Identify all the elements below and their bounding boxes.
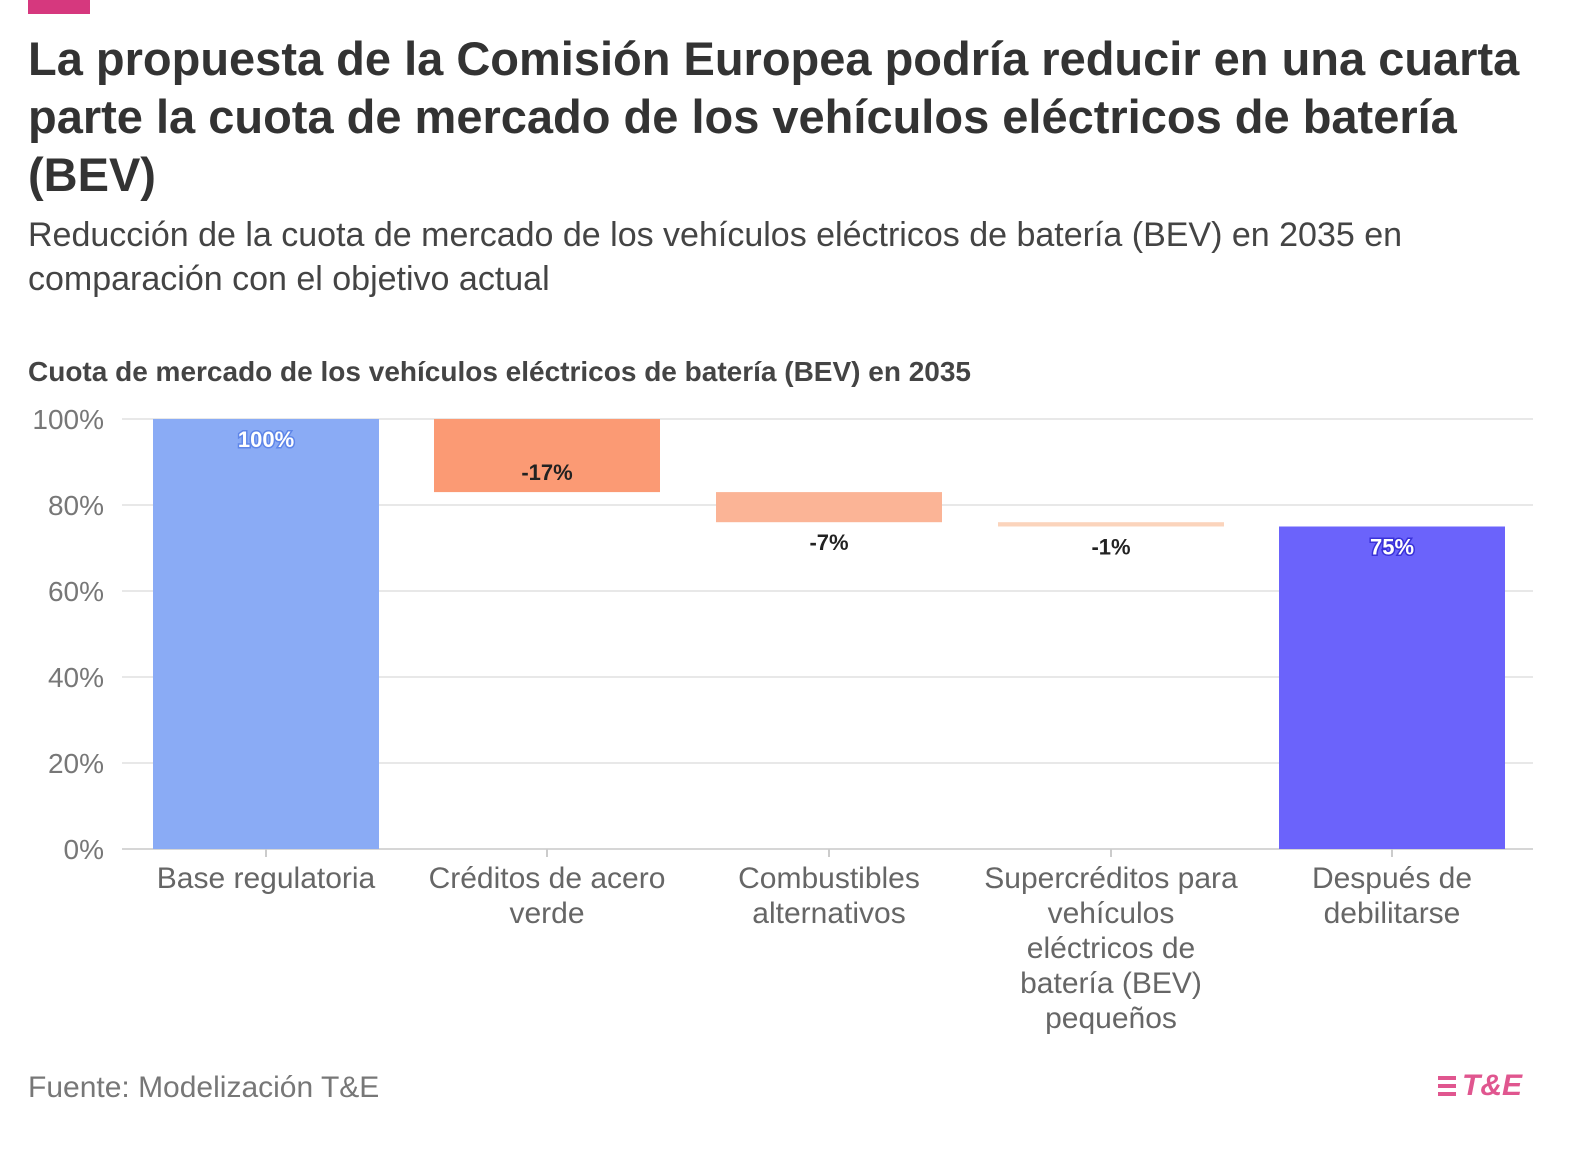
bar xyxy=(716,492,942,523)
category-label-supercreditos: Supercréditos para vehículos eléctricos … xyxy=(984,862,1238,1035)
brand-logo: T&E xyxy=(1438,1066,1522,1106)
brand-text: T&E xyxy=(1462,1069,1522,1102)
bar-value-label: -17% xyxy=(521,460,572,485)
bar xyxy=(434,419,660,493)
accent-bar xyxy=(28,0,90,14)
waterfall-chart: 0% 20% 40% 60% 80% 100% 100% -17% -7% -1% 75% xyxy=(32,404,1533,865)
bar-value-label: -7% xyxy=(809,530,848,555)
source-note: Fuente: Modelización T&E xyxy=(28,1071,380,1104)
bar-value-label: -1% xyxy=(1091,535,1130,560)
chart-title: Cuota de mercado de los vehículos eléctr… xyxy=(28,356,972,387)
category-label-combustibles: Combustibles alternativos xyxy=(738,862,920,930)
y-tick-label: 40% xyxy=(48,662,104,693)
bar xyxy=(153,419,379,849)
y-tick-label: 100% xyxy=(32,404,104,435)
brand-lines-icon xyxy=(1438,1076,1456,1096)
bar-value-label: 75% xyxy=(1370,535,1414,560)
page-title: La propuesta de la Comisión Europea podr… xyxy=(28,32,1520,201)
category-label-acero: Créditos de acero verde xyxy=(428,862,666,930)
bar xyxy=(998,522,1224,527)
bar-value-label: 100% xyxy=(238,427,294,452)
page-subtitle: Reducción de la cuota de mercado de los … xyxy=(28,216,1403,298)
category-label-despues: Después de debilitarse xyxy=(1311,862,1473,930)
category-label-base: Base regulatoria xyxy=(156,862,376,895)
y-tick-label: 20% xyxy=(48,748,104,779)
bar xyxy=(1279,526,1505,849)
y-tick-label: 60% xyxy=(48,576,104,607)
y-tick-label: 80% xyxy=(48,490,104,521)
y-tick-label: 0% xyxy=(64,834,104,865)
